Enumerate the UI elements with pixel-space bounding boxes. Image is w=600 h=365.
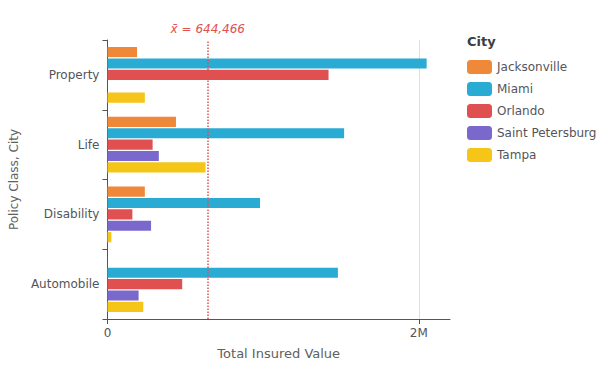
svg-text:City: City: [467, 34, 496, 49]
svg-text:Automobile: Automobile: [31, 277, 100, 291]
svg-text:Saint Petersburg: Saint Petersburg: [497, 126, 596, 140]
svg-text:0: 0: [104, 326, 112, 340]
svg-text:Jacksonville: Jacksonville: [496, 60, 567, 74]
svg-text:Disability: Disability: [44, 207, 100, 221]
svg-text:Total Insured Value: Total Insured Value: [216, 346, 340, 361]
svg-text:x̄ = 644,466: x̄ = 644,466: [170, 22, 246, 36]
svg-text:Property: Property: [49, 68, 100, 82]
svg-text:Life: Life: [78, 138, 100, 152]
svg-text:Miami: Miami: [497, 82, 533, 96]
svg-text:Orlando: Orlando: [497, 104, 545, 118]
svg-text:Policy Class, City: Policy Class, City: [7, 129, 21, 230]
svg-text:Tampa: Tampa: [496, 148, 536, 162]
svg-text:2M: 2M: [410, 326, 428, 340]
